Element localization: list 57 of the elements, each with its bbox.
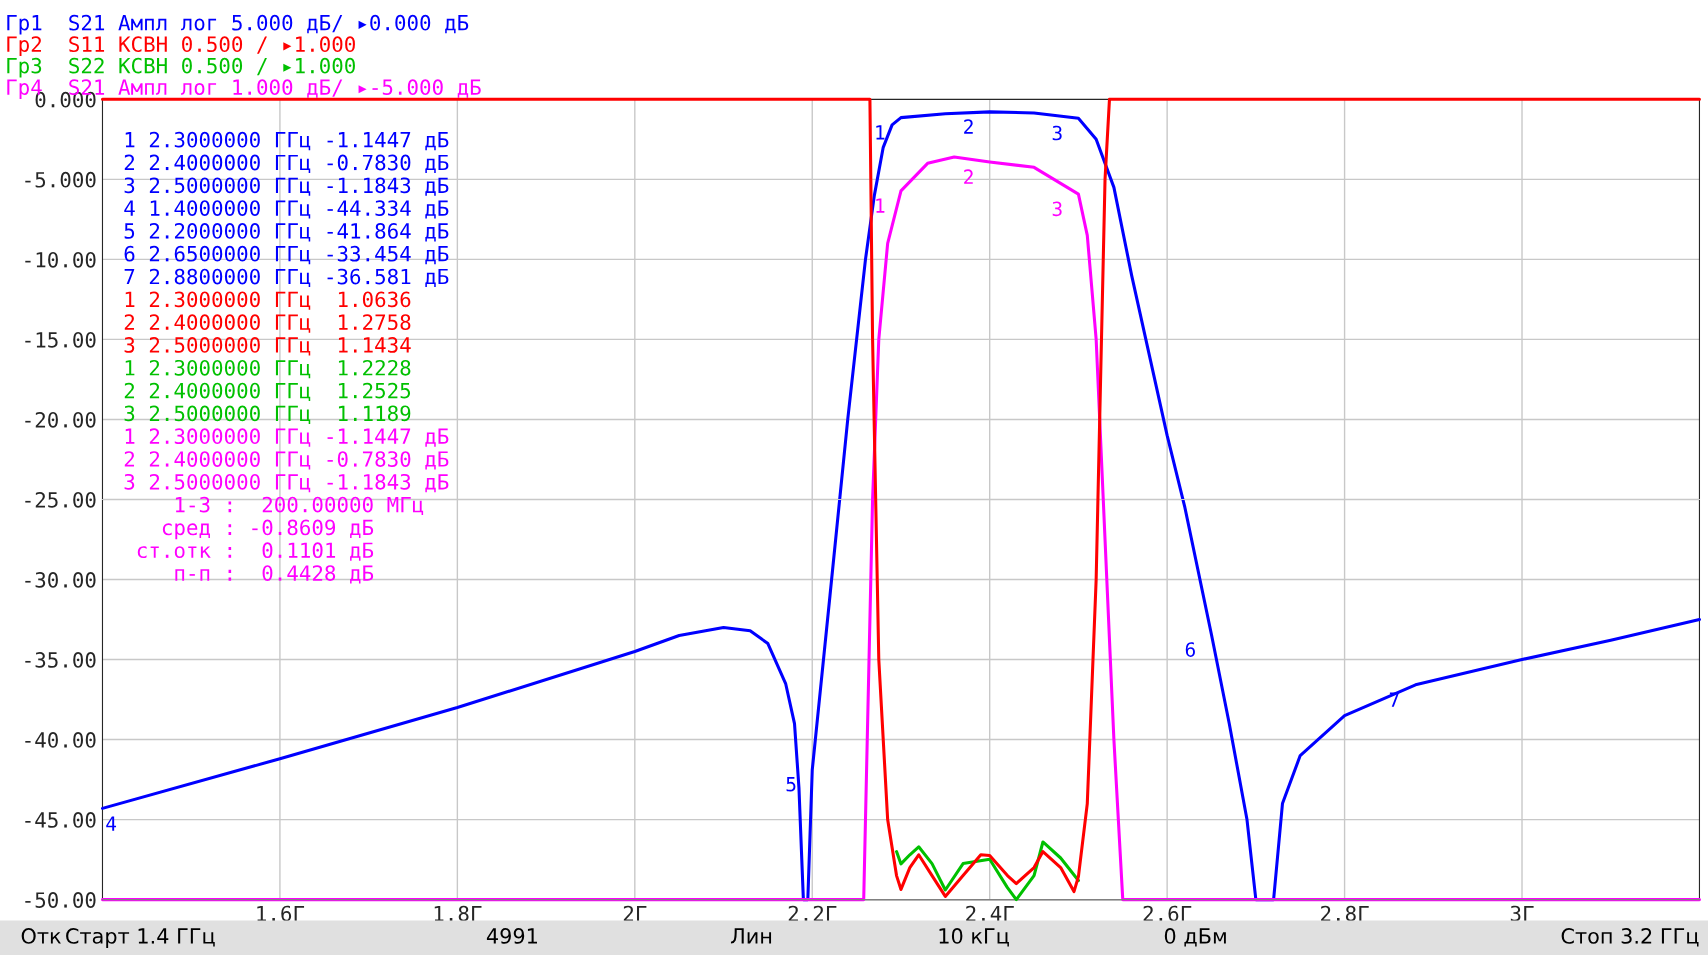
annotation: 5 2.2000000 ГГц -41.864 дБ bbox=[124, 223, 449, 242]
y-tick-label: -5.000 bbox=[25, 171, 96, 188]
annotation: 3 bbox=[1052, 125, 1062, 141]
annotation: ст.отк : 0.1101 дБ bbox=[137, 542, 374, 561]
text: 10 кГц bbox=[939, 928, 1009, 947]
x-tick-label: 3Г bbox=[1510, 905, 1534, 922]
annotation: 3 bbox=[1052, 201, 1062, 217]
annotation: п-п : 0.4428 дБ bbox=[175, 565, 374, 584]
annotation: 1-3 : 200.00000 МГц bbox=[175, 496, 424, 516]
annotation: 2 bbox=[964, 119, 973, 134]
text: Старт 1.4 ГГц bbox=[66, 928, 215, 948]
annotation: 4 bbox=[106, 816, 117, 831]
y-tick-label: -35.00 bbox=[25, 652, 96, 668]
text: 4991 bbox=[486, 928, 537, 944]
text: Гр2 S11 КСВН 0.500 / ▸1.000 bbox=[7, 36, 355, 57]
annotation: 7 2.8800000 ГГц -36.581 дБ bbox=[124, 268, 449, 288]
annotation: 1 2.3000000 ГГц 1.2228 bbox=[125, 359, 411, 379]
x-tick-label: 2.8Г bbox=[1321, 905, 1369, 922]
annotation: 2 2.4000000 ГГц -0.7830 дБ bbox=[124, 154, 449, 173]
annotation: 1 2.3000000 ГГц -1.1447 дБ bbox=[125, 131, 449, 151]
annotation: 2 2.4000000 ГГц 1.2758 bbox=[124, 314, 411, 333]
x-tick-label: 2.6Г bbox=[1143, 905, 1192, 922]
annotation: 3 2.5000000 ГГц 1.1434 bbox=[124, 337, 411, 356]
annotation: 3 2.5000000 ГГц -1.1843 дБ bbox=[124, 473, 449, 493]
y-tick-label: -25.00 bbox=[25, 491, 96, 508]
y-tick-label: -50.00 bbox=[25, 892, 96, 908]
x-tick-label: 2.4Г bbox=[966, 905, 1014, 922]
y-tick-label: -15.00 bbox=[25, 331, 96, 348]
annotation: 6 bbox=[1185, 642, 1195, 657]
annotation: сред : -0.8609 дБ bbox=[162, 519, 374, 540]
x-tick-label: 2Г bbox=[623, 905, 647, 922]
y-tick-label: -10.00 bbox=[25, 251, 96, 268]
y-tick-label: -45.00 bbox=[25, 812, 96, 828]
x-tick-label: 1.6Г bbox=[257, 905, 305, 922]
text: Отк bbox=[21, 928, 61, 944]
text: Лин bbox=[730, 928, 772, 944]
annotation: 3 2.5000000 ГГц 1.1189 bbox=[124, 405, 411, 424]
text: Гр1 S21 Ампл лог 5.000 дБ/ ▸0.000 дБ bbox=[7, 14, 469, 35]
annotation: 1 2.3000000 ГГц 1.0636 bbox=[125, 291, 411, 310]
annotation: 5 bbox=[786, 777, 796, 792]
annotation: 2 2.4000000 ГГц -0.7830 дБ bbox=[124, 451, 449, 470]
annotation: 2 2.4000000 ГГц 1.2525 bbox=[124, 382, 411, 402]
annotation: 3 2.5000000 ГГц -1.1843 дБ bbox=[124, 177, 449, 196]
annotation: 1 2.3000000 ГГц -1.1447 дБ bbox=[125, 428, 449, 447]
x-tick-label: 1.8Г bbox=[434, 905, 482, 922]
text: 0 дБм bbox=[1164, 928, 1226, 947]
y-tick-label: -30.00 bbox=[25, 572, 96, 588]
annotation: 6 2.6500000 ГГц -33.454 дБ bbox=[124, 245, 449, 265]
annotation: 4 1.4000000 ГГц -44.334 дБ bbox=[124, 200, 449, 219]
text: Гр3 S22 КСВН 0.500 / ▸1.000 bbox=[7, 57, 355, 78]
annotation: 2 bbox=[964, 169, 973, 184]
annotation: 1 bbox=[876, 198, 885, 213]
y-tick-label: -20.00 bbox=[25, 411, 96, 428]
x-tick-label: 2.2Г bbox=[788, 905, 837, 922]
text: Стоп 3.2 ГГц bbox=[1561, 928, 1699, 947]
annotation: 1 bbox=[876, 125, 885, 140]
y-tick-label: -40.00 bbox=[25, 732, 96, 748]
